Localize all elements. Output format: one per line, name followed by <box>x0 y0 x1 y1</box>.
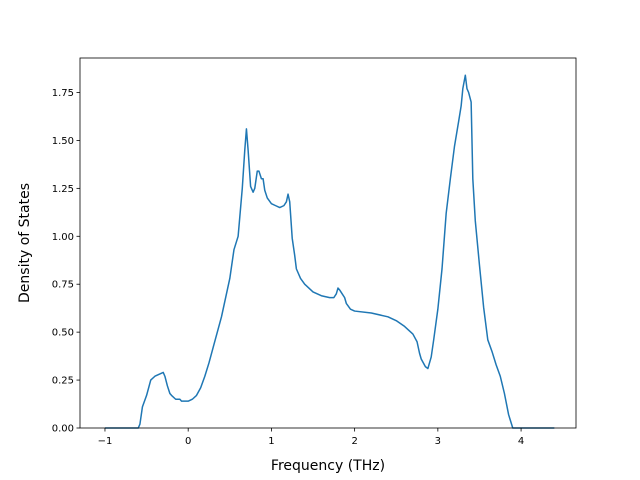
plot-area <box>79 57 577 429</box>
dos-series-line <box>104 74 555 429</box>
x-axis-label: Frequency (THz) <box>271 458 385 474</box>
x-axis-ticks: −1 0 1 2 3 4 <box>98 428 524 447</box>
y-axis-ticks: 0.00 0.25 0.50 0.75 1.00 1.25 1.50 1.75 <box>52 88 80 435</box>
y-tick-label: 1.50 <box>52 136 74 147</box>
y-tick-label: 1.75 <box>52 88 74 99</box>
y-tick-label: 1.25 <box>52 184 74 195</box>
y-axis-label: Density of States <box>17 183 33 303</box>
y-tick-label: 0.50 <box>52 328 74 339</box>
x-tick-label: −1 <box>98 436 113 447</box>
y-tick-label: 0.75 <box>52 280 74 291</box>
x-tick-label: 0 <box>185 436 191 447</box>
y-tick-label: 0.00 <box>52 424 74 435</box>
y-tick-label: 0.25 <box>52 376 74 387</box>
x-tick-label: 3 <box>435 436 441 447</box>
axes-frame <box>79 57 577 429</box>
x-tick-label: 4 <box>518 436 524 447</box>
x-tick-label: 1 <box>268 436 274 447</box>
x-tick-label: 2 <box>351 436 357 447</box>
y-tick-label: 1.00 <box>52 232 74 243</box>
